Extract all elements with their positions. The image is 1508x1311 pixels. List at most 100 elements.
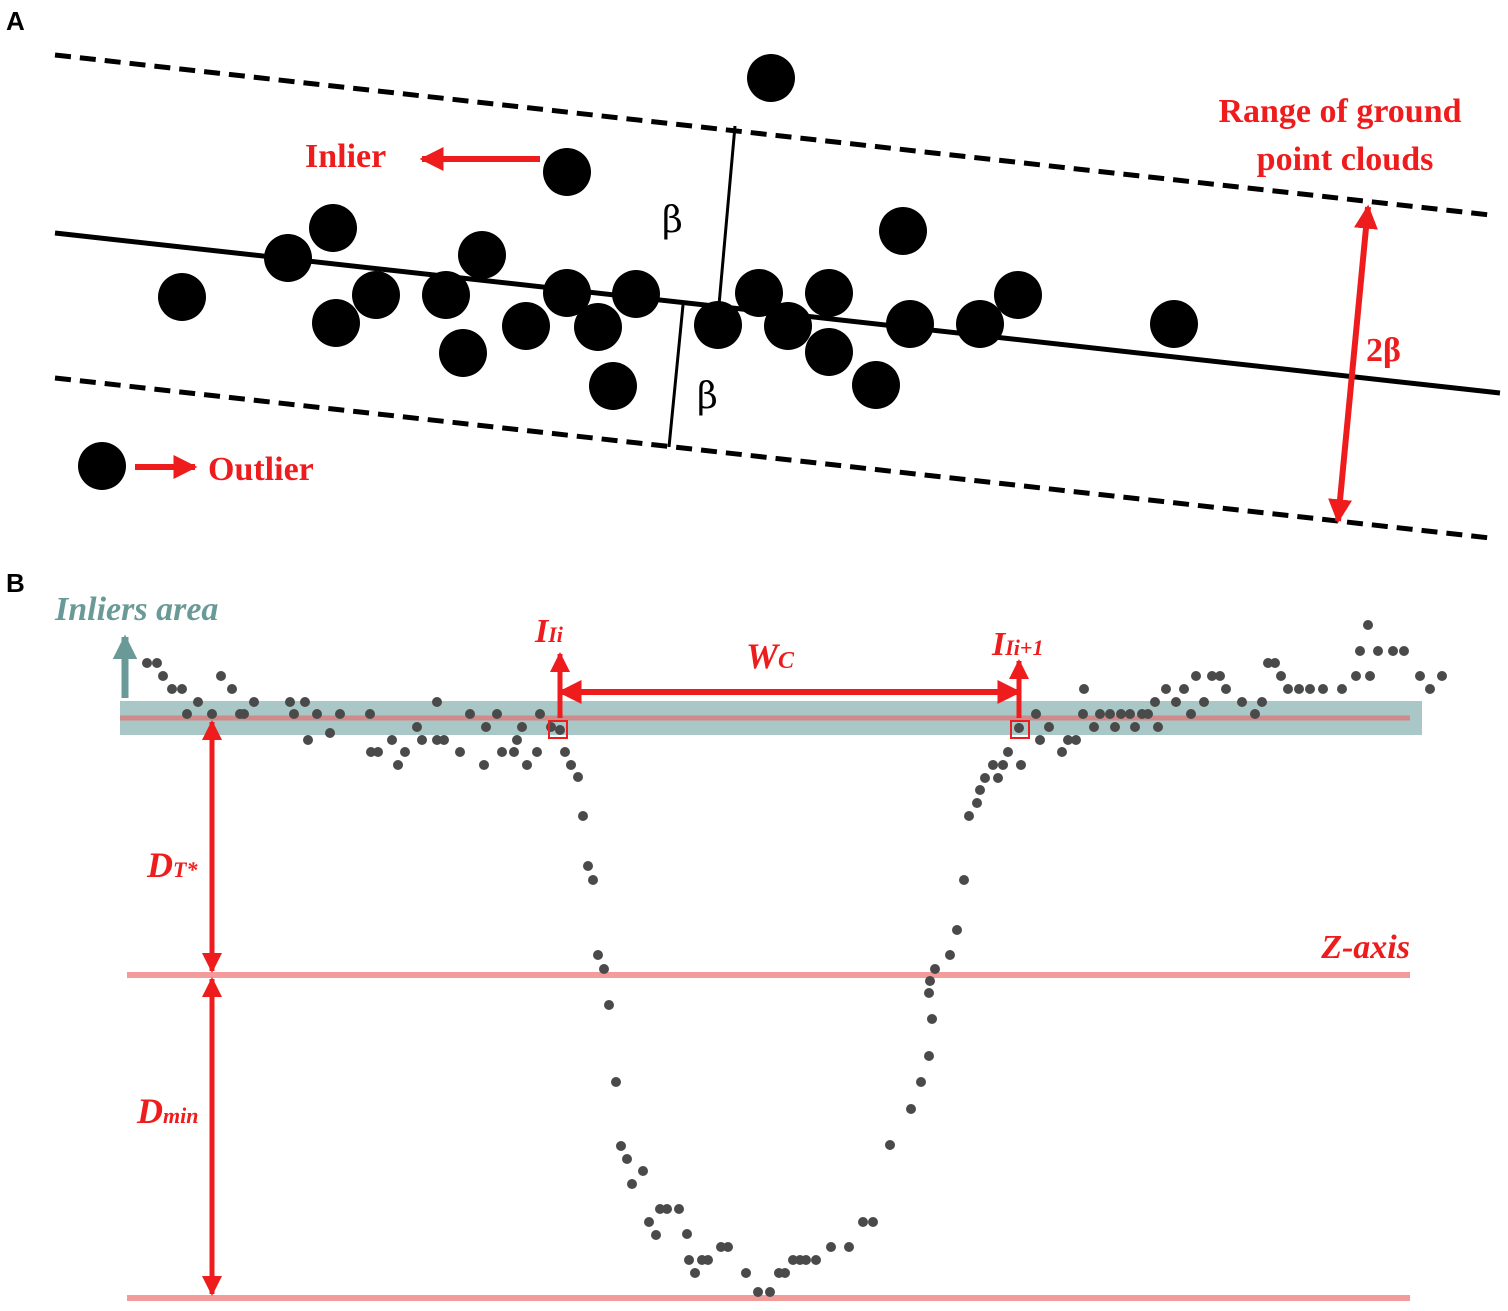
profile-point	[1373, 646, 1383, 656]
profile-point	[432, 735, 442, 745]
profile-point	[439, 735, 449, 745]
profile-point	[1263, 658, 1273, 668]
profile-point	[788, 1255, 798, 1265]
profile-point	[312, 709, 322, 719]
width-label: WC	[746, 636, 795, 676]
profile-point	[1250, 709, 1260, 719]
ground-point	[879, 207, 927, 255]
profile-point	[952, 925, 962, 935]
profile-point	[1191, 671, 1201, 681]
panel-b-letter: B	[6, 568, 25, 598]
profile-point	[1031, 709, 1041, 719]
profile-point	[716, 1242, 726, 1252]
profile-point	[465, 709, 475, 719]
profile-point	[1365, 671, 1375, 681]
profile-point	[945, 950, 955, 960]
inliers-area-label: Inliers area	[54, 591, 218, 628]
profile-point	[1215, 671, 1225, 681]
profile-point	[335, 709, 345, 719]
profile-point	[1221, 684, 1231, 694]
ground-point	[458, 231, 506, 279]
left-inlier-marker	[548, 720, 568, 739]
ground-point	[805, 269, 853, 317]
upper-beta-segment	[717, 125, 737, 306]
profile-point	[1425, 684, 1435, 694]
profile-point	[1143, 709, 1153, 719]
profile-point	[412, 722, 422, 732]
profile-point	[964, 811, 974, 821]
ground-point	[589, 362, 637, 410]
profile-point	[588, 875, 598, 885]
profile-point	[479, 760, 489, 770]
upper-boundary-line	[54, 52, 1491, 218]
profile-point	[1161, 684, 1171, 694]
profile-point	[400, 747, 410, 757]
ground-point	[309, 204, 357, 252]
profile-point	[142, 658, 152, 668]
profile-point	[1125, 709, 1135, 719]
left-inlier-main: I	[534, 613, 550, 650]
profile-point	[858, 1217, 868, 1227]
profile-point	[566, 760, 576, 770]
profile-point	[644, 1217, 654, 1227]
right-inlier-marker	[1010, 720, 1030, 739]
profile-point	[930, 964, 940, 974]
profile-point	[627, 1179, 637, 1189]
profile-point	[593, 950, 603, 960]
upper-beta-label: β	[662, 200, 683, 241]
profile-point	[1057, 747, 1067, 757]
ground-point	[502, 302, 550, 350]
profile-point	[432, 697, 442, 707]
outlier-label: Outlier	[208, 451, 314, 488]
ground-point	[994, 271, 1042, 319]
profile-point	[972, 798, 982, 808]
profile-point	[975, 785, 985, 795]
profile-point	[1294, 684, 1304, 694]
profile-point	[1063, 735, 1073, 745]
profile-point	[1044, 722, 1054, 732]
profile-point	[906, 1104, 916, 1114]
profile-point	[684, 1255, 694, 1265]
profile-point	[988, 760, 998, 770]
profile-point	[1318, 684, 1328, 694]
profile-point	[1089, 722, 1099, 732]
profile-point	[811, 1255, 821, 1265]
profile-point	[599, 964, 609, 974]
ground-point	[735, 269, 783, 317]
inlier-label: Inlier	[305, 138, 386, 175]
profile-point	[924, 1051, 934, 1061]
profile-point	[1415, 671, 1425, 681]
profile-point	[959, 875, 969, 885]
profile-point	[325, 728, 335, 738]
profile-point	[868, 1217, 878, 1227]
depth-min-label: Dmin	[136, 1091, 198, 1131]
ground-point	[158, 273, 206, 321]
profile-point	[638, 1166, 648, 1176]
profile-point	[1388, 646, 1398, 656]
panel-a-letter: A	[6, 6, 25, 36]
profile-point	[801, 1255, 811, 1265]
profile-point	[532, 747, 542, 757]
profile-point	[753, 1287, 763, 1297]
depth-min-sub: min	[163, 1103, 198, 1128]
profile-point	[387, 735, 397, 745]
profile-point	[993, 773, 1003, 783]
profile-point	[535, 709, 545, 719]
profile-point	[300, 697, 310, 707]
depth-min-main: D	[136, 1091, 163, 1131]
profile-point	[741, 1268, 751, 1278]
profile-point	[1130, 722, 1140, 732]
width-main: W	[746, 636, 781, 676]
profile-point	[1014, 723, 1024, 733]
profile-point	[1207, 671, 1217, 681]
profile-point	[455, 747, 465, 757]
ground-point	[956, 300, 1004, 348]
profile-point	[998, 760, 1008, 770]
profile-point	[925, 976, 935, 986]
ground-point	[747, 54, 795, 102]
profile-point	[517, 722, 527, 732]
profile-point	[512, 735, 522, 745]
profile-point	[1399, 646, 1409, 656]
